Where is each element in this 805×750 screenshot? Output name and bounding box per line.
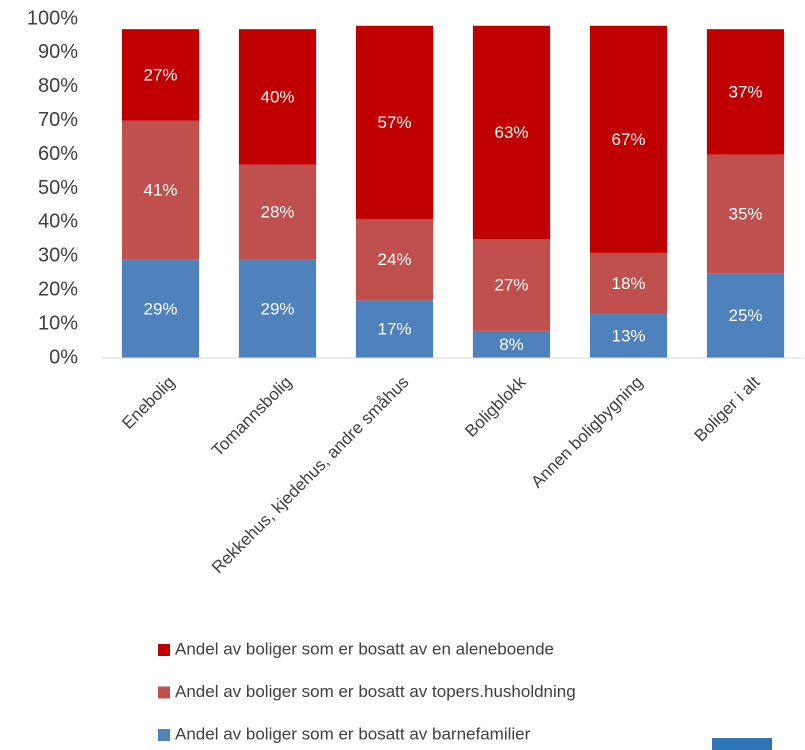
x-tick-label: Annen boligbygning bbox=[527, 373, 646, 492]
bar-segment bbox=[589, 252, 668, 314]
y-tick-label: 70% bbox=[38, 109, 78, 131]
legend-swatch bbox=[158, 686, 170, 699]
y-tick-label: 80% bbox=[38, 75, 78, 97]
bar-segment bbox=[238, 29, 317, 165]
value-label: 37% bbox=[728, 82, 762, 101]
bar-segment bbox=[706, 273, 785, 358]
bar-segment bbox=[355, 300, 434, 358]
bar-segment bbox=[589, 313, 668, 358]
x-tick-label: Boligblokk bbox=[461, 372, 530, 441]
bar-segment bbox=[472, 239, 551, 331]
legend-swatch bbox=[158, 729, 170, 741]
y-tick-label: 30% bbox=[38, 245, 78, 267]
value-label: 57% bbox=[377, 113, 411, 132]
bar-segment bbox=[355, 219, 434, 301]
y-tick-label: 40% bbox=[38, 211, 78, 233]
value-label: 24% bbox=[377, 250, 411, 269]
x-tick-label: Enebolig bbox=[118, 373, 178, 433]
value-label: 18% bbox=[611, 274, 645, 293]
bar-segment bbox=[238, 259, 317, 358]
value-label: 29% bbox=[143, 299, 177, 318]
value-label: 63% bbox=[494, 123, 528, 142]
value-label: 8% bbox=[499, 335, 524, 354]
y-tick-label: 0% bbox=[49, 346, 78, 368]
legend-swatch bbox=[158, 644, 170, 656]
y-tick-label: 90% bbox=[38, 41, 78, 63]
bar-segment bbox=[238, 164, 317, 260]
x-tick-label: Boliger i alt bbox=[691, 372, 764, 445]
y-tick-label: 100% bbox=[27, 7, 78, 29]
bar-segment bbox=[121, 120, 200, 260]
value-label: 27% bbox=[143, 65, 177, 84]
value-label: 28% bbox=[260, 203, 294, 222]
legend-label: Andel av boliger som er bosatt av en ale… bbox=[175, 639, 554, 658]
bar-segment bbox=[355, 25, 434, 220]
x-tick-label: Rekkehus, kjedehus, andre småhus bbox=[208, 373, 413, 578]
legend-label: Andel av boliger som er bosatt av topers… bbox=[175, 682, 576, 701]
legend-label: Andel av boliger som er bosatt av barnef… bbox=[175, 724, 531, 743]
value-label: 35% bbox=[728, 204, 762, 223]
value-label: 13% bbox=[611, 326, 645, 345]
bar-segment bbox=[121, 29, 200, 121]
logo bbox=[712, 738, 772, 750]
value-label: 17% bbox=[377, 320, 411, 339]
y-tick-label: 10% bbox=[38, 312, 78, 334]
value-label: 29% bbox=[260, 299, 294, 318]
bar-segment bbox=[121, 259, 200, 358]
value-label: 67% bbox=[611, 130, 645, 149]
bar-segment bbox=[472, 25, 551, 240]
y-tick-label: 20% bbox=[38, 278, 78, 300]
bar-segment bbox=[706, 154, 785, 274]
y-tick-label: 60% bbox=[38, 143, 78, 165]
x-tick-label: Tomannsbolig bbox=[208, 373, 296, 461]
bar-segment bbox=[472, 330, 551, 358]
bar-segment bbox=[706, 29, 785, 155]
value-label: 40% bbox=[260, 87, 294, 106]
y-tick-label: 50% bbox=[38, 177, 78, 199]
bar-segment bbox=[589, 25, 668, 253]
value-label: 27% bbox=[494, 276, 528, 295]
value-label: 41% bbox=[143, 181, 177, 200]
value-label: 25% bbox=[728, 306, 762, 325]
